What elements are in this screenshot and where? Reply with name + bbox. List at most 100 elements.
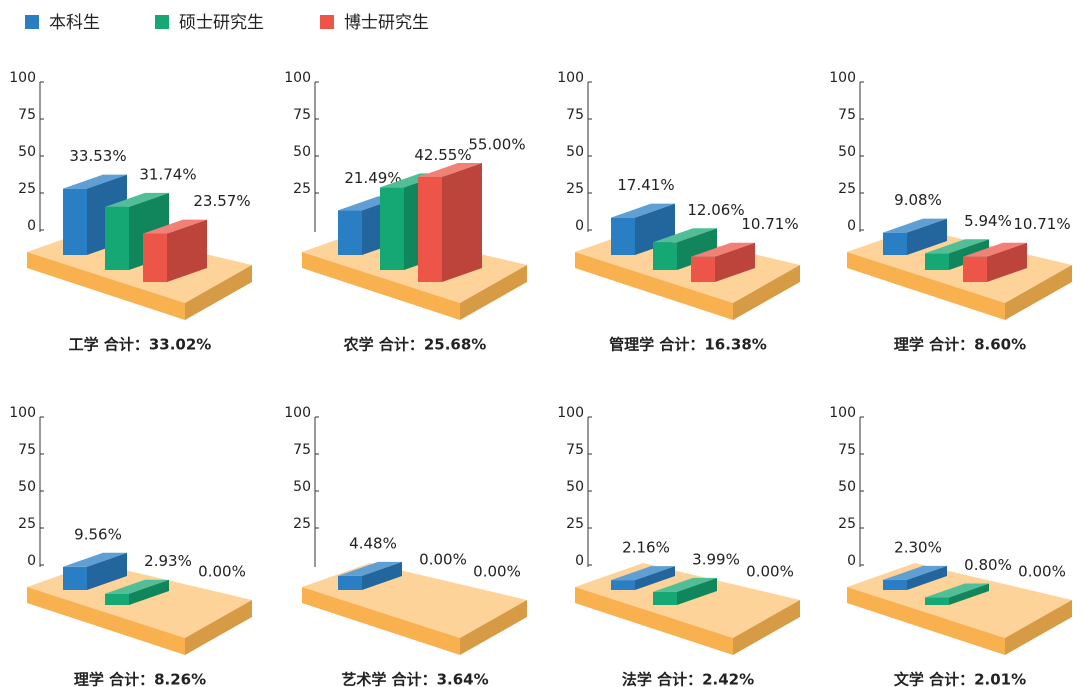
value-label: 33.53% <box>69 147 126 165</box>
bar-top <box>63 552 127 567</box>
bar-side <box>167 219 207 282</box>
panel: 0 25 50 75 100 17.41% 12.06%10.71% 管理学 合计：16.38… <box>557 70 800 354</box>
y-tick-label: 50 <box>18 479 36 495</box>
bar <box>63 552 127 590</box>
y-tick-label: 25 <box>293 516 311 532</box>
bar <box>963 242 1027 282</box>
bar-front <box>63 188 87 255</box>
bar-top <box>691 242 755 257</box>
bar-side <box>907 218 947 255</box>
bar-front <box>338 575 362 590</box>
legend-label: 本科生 <box>49 13 100 33</box>
panel-title: 理学 合计：8.60% <box>894 336 1026 354</box>
value-label: 0.00% <box>419 551 467 569</box>
y-tick-label: 75 <box>18 442 36 458</box>
panel: 0 25 50 75 100 9.56% 2.93% 0.00% 理学 合计：8.26% <box>9 405 252 687</box>
bar-front <box>925 253 949 270</box>
y-tick-label: 25 <box>18 516 36 532</box>
y-tick-label: 25 <box>838 181 856 197</box>
panel-title: 管理学 合计：16.38% <box>609 336 767 354</box>
bar-top <box>63 174 127 189</box>
bar-top <box>611 566 675 581</box>
panel-title: 农学 合计：25.68% <box>343 336 487 354</box>
value-label: 0.00% <box>473 563 521 581</box>
platform-side <box>185 600 252 655</box>
y-tick-label: 50 <box>18 144 36 160</box>
legend-swatch <box>25 15 39 29</box>
y-tick-label: 75 <box>566 107 584 123</box>
bar-front <box>380 187 404 270</box>
panel-title: 艺术学 合计：3.64% <box>341 671 488 687</box>
y-tick-label: 100 <box>557 405 584 421</box>
y-tick-label: 100 <box>829 405 856 421</box>
platform-front <box>27 587 185 655</box>
value-label: 0.00% <box>198 563 246 581</box>
bar-front <box>653 242 677 270</box>
bar <box>883 565 947 590</box>
bar-top <box>418 163 482 177</box>
value-label: 0.00% <box>746 563 794 581</box>
bar-front <box>883 579 907 590</box>
bar-side <box>677 577 717 605</box>
bar <box>691 242 755 282</box>
bar-front <box>691 256 715 282</box>
platform-front <box>575 252 733 320</box>
y-tick-label: 25 <box>838 516 856 532</box>
y-tick-label: 50 <box>293 144 311 160</box>
value-label: 10.71% <box>741 215 798 233</box>
bar-front <box>653 591 677 605</box>
bar <box>611 566 675 590</box>
value-label: 3.99% <box>692 550 740 568</box>
legend-swatch <box>320 15 334 29</box>
platform-side <box>460 600 527 655</box>
y-tick-label: 75 <box>838 442 856 458</box>
bar-top <box>925 583 989 598</box>
value-label: 5.94% <box>964 212 1012 230</box>
value-label: 31.74% <box>139 165 196 183</box>
platform-side <box>460 265 527 320</box>
legend-label: 博士研究生 <box>344 13 429 33</box>
panel-title: 文学 合计：2.01% <box>894 671 1026 687</box>
bar-top <box>143 219 207 234</box>
value-label: 2.30% <box>894 538 942 556</box>
bar <box>611 203 675 255</box>
value-label: 23.57% <box>193 192 250 210</box>
panel: 25 50 75 100 4.48% 0.00% 0.00% 艺术学 合计：3.64% <box>284 405 527 687</box>
bar-front <box>611 580 635 590</box>
bar <box>105 192 169 270</box>
bar-top <box>338 561 402 576</box>
value-label: 42.55% <box>414 146 471 164</box>
y-tick-label: 0 <box>575 553 584 569</box>
bar-front <box>105 206 129 270</box>
y-tick-label: 100 <box>829 70 856 86</box>
bar-front <box>883 232 907 255</box>
bar <box>653 577 717 605</box>
y-tick-label: 75 <box>293 442 311 458</box>
y-tick-label: 100 <box>284 405 311 421</box>
panel-title: 工学 合计：33.02% <box>69 336 212 354</box>
y-tick-label: 0 <box>27 553 36 569</box>
y-tick-label: 25 <box>293 181 311 197</box>
bar-side <box>949 583 989 605</box>
bar-front <box>105 593 129 605</box>
y-tick-label: 0 <box>847 218 856 234</box>
platform-side <box>733 265 800 320</box>
bar-side <box>635 566 675 590</box>
bar <box>653 228 717 270</box>
bar-top <box>653 577 717 592</box>
bar-side <box>677 228 717 270</box>
panel-title: 理学 合计：8.26% <box>74 671 206 687</box>
bar <box>105 579 169 605</box>
y-tick-label: 25 <box>566 516 584 532</box>
bar-top <box>963 242 1027 257</box>
y-tick-label: 50 <box>293 479 311 495</box>
platform-front <box>575 587 733 655</box>
y-tick-label: 100 <box>9 405 36 421</box>
platform-side <box>733 600 800 655</box>
bar <box>418 163 482 282</box>
y-tick-label: 75 <box>293 107 311 123</box>
bar-side <box>129 579 169 605</box>
bar-front <box>338 210 362 255</box>
y-tick-label: 50 <box>566 479 584 495</box>
y-tick-label: 0 <box>575 218 584 234</box>
